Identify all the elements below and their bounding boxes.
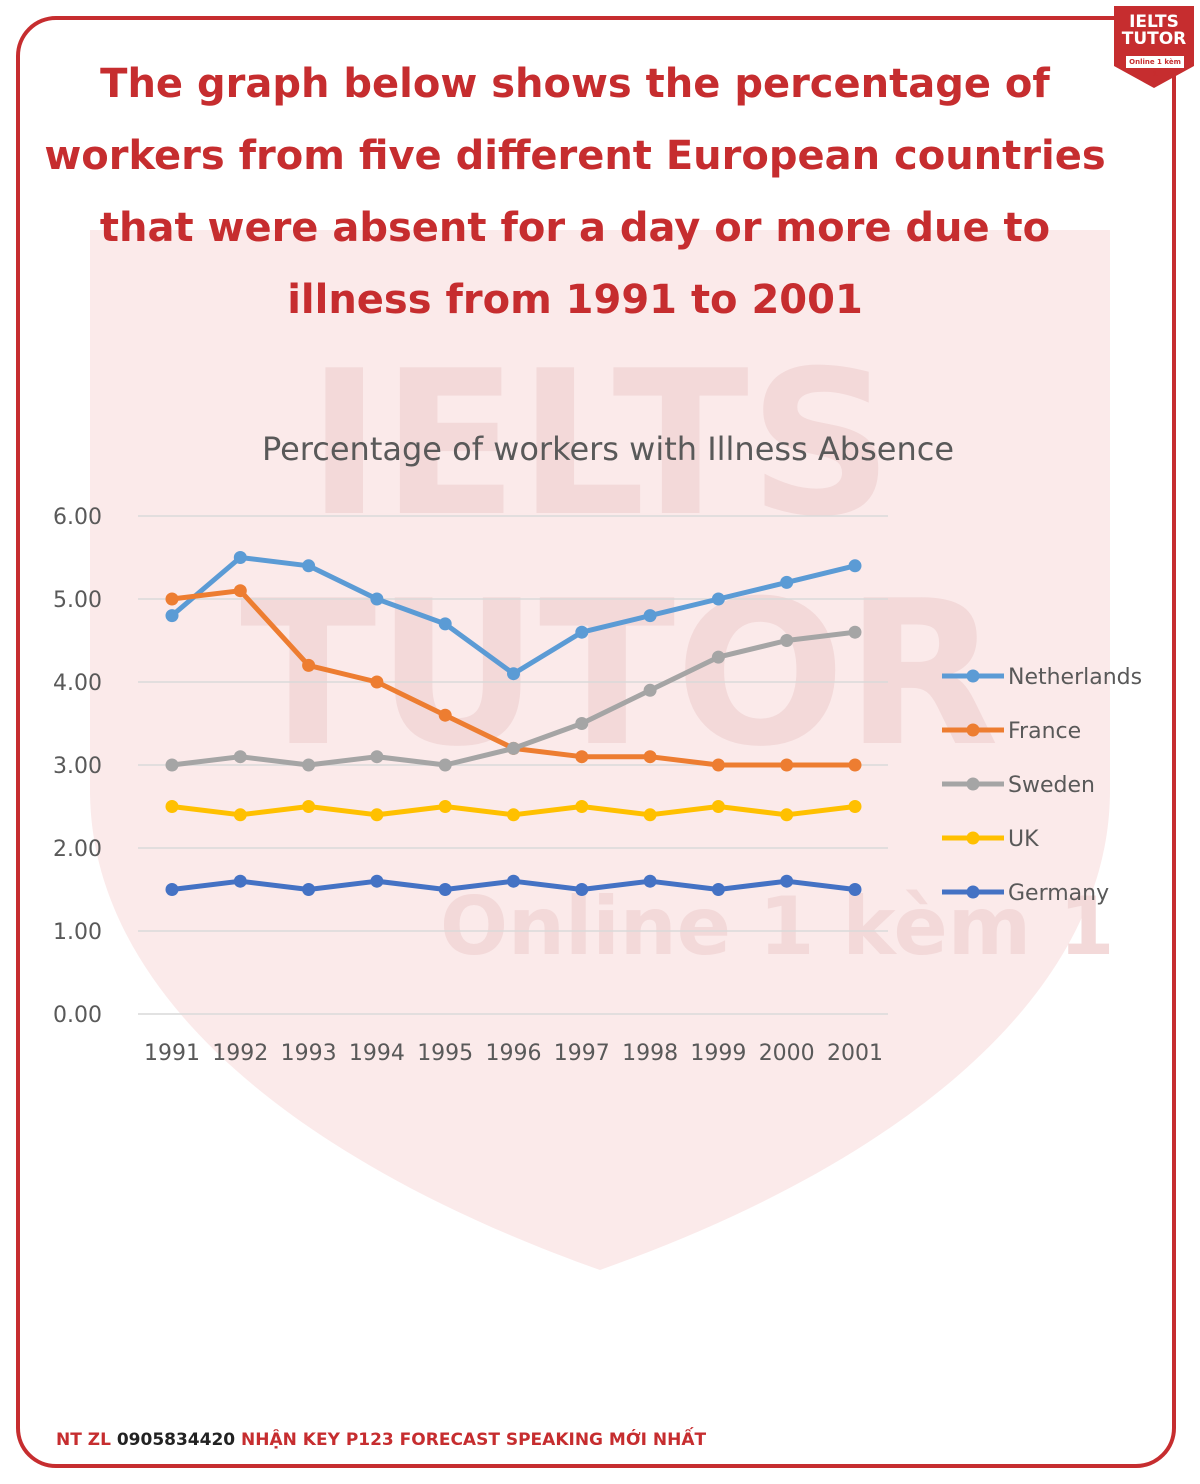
data-point: [711, 758, 725, 772]
data-point: [233, 808, 247, 822]
data-point: [711, 592, 725, 606]
data-point: [438, 617, 452, 631]
data-point: [370, 592, 384, 606]
data-point: [643, 750, 657, 764]
data-point: [780, 758, 794, 772]
watermark-tagline: Online 1 kèm 1: [440, 880, 1115, 973]
data-point: [370, 675, 384, 689]
legend-marker: [966, 669, 980, 683]
data-point: [438, 758, 452, 772]
data-point: [165, 592, 179, 606]
data-point: [575, 717, 589, 730]
x-tick-label: 1997: [554, 1041, 610, 1066]
legend-label: UK: [1008, 827, 1039, 852]
data-point: [302, 758, 316, 772]
legend-label: Sweden: [1008, 773, 1095, 798]
data-point: [848, 625, 862, 639]
data-point: [643, 808, 657, 822]
data-point: [165, 800, 179, 813]
brand-logo: IELTS TUTOR Online 1 kèm 1: [1114, 6, 1194, 88]
footer-note: NT ZL 0905834420 NHẬN KEY P123 FORECAST …: [56, 1430, 706, 1450]
x-tick-label: 2001: [827, 1041, 883, 1066]
data-point: [370, 874, 384, 888]
x-tick-label: 1995: [417, 1041, 473, 1066]
data-point: [780, 575, 794, 589]
data-point: [438, 708, 452, 722]
page-headline: The graph below shows the percentage of …: [44, 61, 1106, 323]
data-point: [302, 658, 316, 672]
series-line: [169, 555, 858, 677]
x-tick-label: 1993: [281, 1041, 337, 1066]
footer-prefix: NT ZL: [56, 1430, 111, 1450]
y-tick-label: 5.00: [53, 588, 102, 613]
legend-label: France: [1008, 719, 1081, 744]
brand-logo-line2: TUTOR: [1121, 29, 1187, 49]
x-tick-label: 1992: [212, 1041, 268, 1066]
footer-phone: 0905834420: [116, 1430, 236, 1450]
data-point: [711, 800, 725, 813]
footer-message: NHẬN KEY P123 FORECAST SPEAKING MỚI NHẤT: [241, 1430, 707, 1450]
watermark-brand: IELTS TUTOR: [240, 328, 1000, 791]
brand-logo-line1: IELTS: [1129, 12, 1179, 32]
x-tick-label: 1998: [622, 1041, 678, 1066]
data-point: [711, 650, 725, 664]
data-point: [302, 800, 316, 813]
y-tick-label: 0.00: [53, 1003, 102, 1028]
legend-marker: [966, 831, 980, 845]
data-point: [780, 874, 794, 888]
line-chart: Percentage of workers with Illness Absen…: [53, 430, 1142, 1066]
data-point: [575, 625, 589, 639]
watermark-shield: [90, 230, 1110, 1270]
data-point: [643, 609, 657, 623]
y-tick-label: 6.00: [53, 505, 102, 530]
y-tick-label: 2.00: [53, 837, 102, 862]
data-point: [848, 883, 862, 896]
chart-title: Percentage of workers with Illness Absen…: [262, 430, 954, 468]
data-point: [507, 667, 520, 681]
data-point: [370, 808, 384, 822]
data-point: [780, 808, 794, 822]
legend-marker: [966, 777, 980, 791]
data-point: [848, 800, 862, 813]
legend-marker: [966, 885, 980, 899]
data-point: [302, 883, 316, 896]
data-point: [711, 883, 725, 896]
data-point: [165, 758, 179, 772]
x-tick-label: 2000: [759, 1041, 815, 1066]
data-point: [438, 800, 452, 813]
data-point: [780, 634, 794, 647]
data-point: [575, 750, 589, 764]
data-point: [507, 874, 520, 888]
data-point: [438, 883, 452, 896]
data-point: [643, 683, 657, 697]
x-tick-label: 1999: [690, 1041, 746, 1066]
data-point: [165, 609, 179, 623]
y-tick-label: 3.00: [53, 754, 102, 779]
data-point: [233, 584, 247, 598]
data-point: [507, 741, 520, 755]
data-point: [507, 808, 520, 822]
y-tick-label: 4.00: [53, 671, 102, 696]
data-point: [302, 559, 316, 573]
legend-label: Germany: [1008, 881, 1109, 906]
data-point: [233, 551, 247, 564]
data-point: [848, 758, 862, 772]
data-point: [575, 883, 589, 896]
legend-label: Netherlands: [1008, 665, 1142, 690]
data-point: [848, 559, 862, 573]
data-point: [233, 750, 247, 764]
data-point: [370, 750, 384, 764]
x-tick-label: 1996: [486, 1041, 542, 1066]
x-tick-label: 1994: [349, 1041, 405, 1066]
brand-logo-tagline: Online 1 kèm 1: [1126, 56, 1184, 78]
data-point: [233, 874, 247, 888]
data-point: [165, 883, 179, 896]
data-point: [643, 874, 657, 888]
y-tick-label: 1.00: [53, 920, 102, 945]
x-tick-label: 1991: [144, 1041, 200, 1066]
data-point: [575, 800, 589, 813]
legend-marker: [966, 723, 980, 737]
